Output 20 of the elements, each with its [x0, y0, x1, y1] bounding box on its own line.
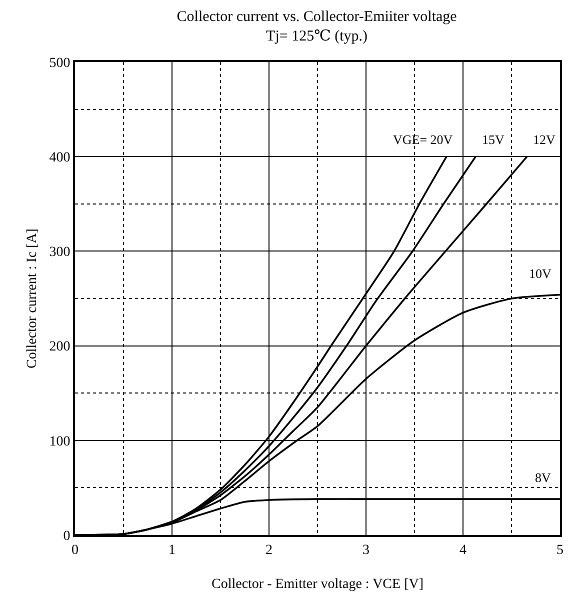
y-axis-title: Collector current : Ic [A] — [25, 228, 40, 368]
y-tick-label: 500 — [49, 56, 70, 71]
series-label: 15V — [482, 132, 505, 147]
y-tick-label: 200 — [49, 340, 70, 355]
x-axis-title: Collector - Emitter voltage : VCE [V] — [211, 577, 424, 592]
series-label: VGE= 20V — [393, 132, 454, 147]
x-tick-label: 2 — [266, 542, 272, 558]
x-tick-label: 4 — [460, 542, 466, 558]
y-tick-label: 400 — [49, 150, 70, 166]
chart-subtitle: Tj= 125℃ (typ.) — [266, 28, 368, 44]
y-tick-label: 100 — [49, 434, 70, 450]
series-label: 8V — [535, 470, 552, 485]
y-tick-label: 0 — [63, 528, 70, 544]
x-tick-label: 3 — [362, 542, 370, 558]
chart-title: Collector current vs. Collector-Emiiter voltage — [176, 8, 458, 25]
series-label: 10V — [529, 266, 552, 281]
series-label: 12V — [533, 132, 556, 147]
x-tick-label: 1 — [168, 542, 176, 558]
y-tick-label: 300 — [49, 245, 70, 260]
x-tick-label: 5 — [556, 542, 564, 558]
